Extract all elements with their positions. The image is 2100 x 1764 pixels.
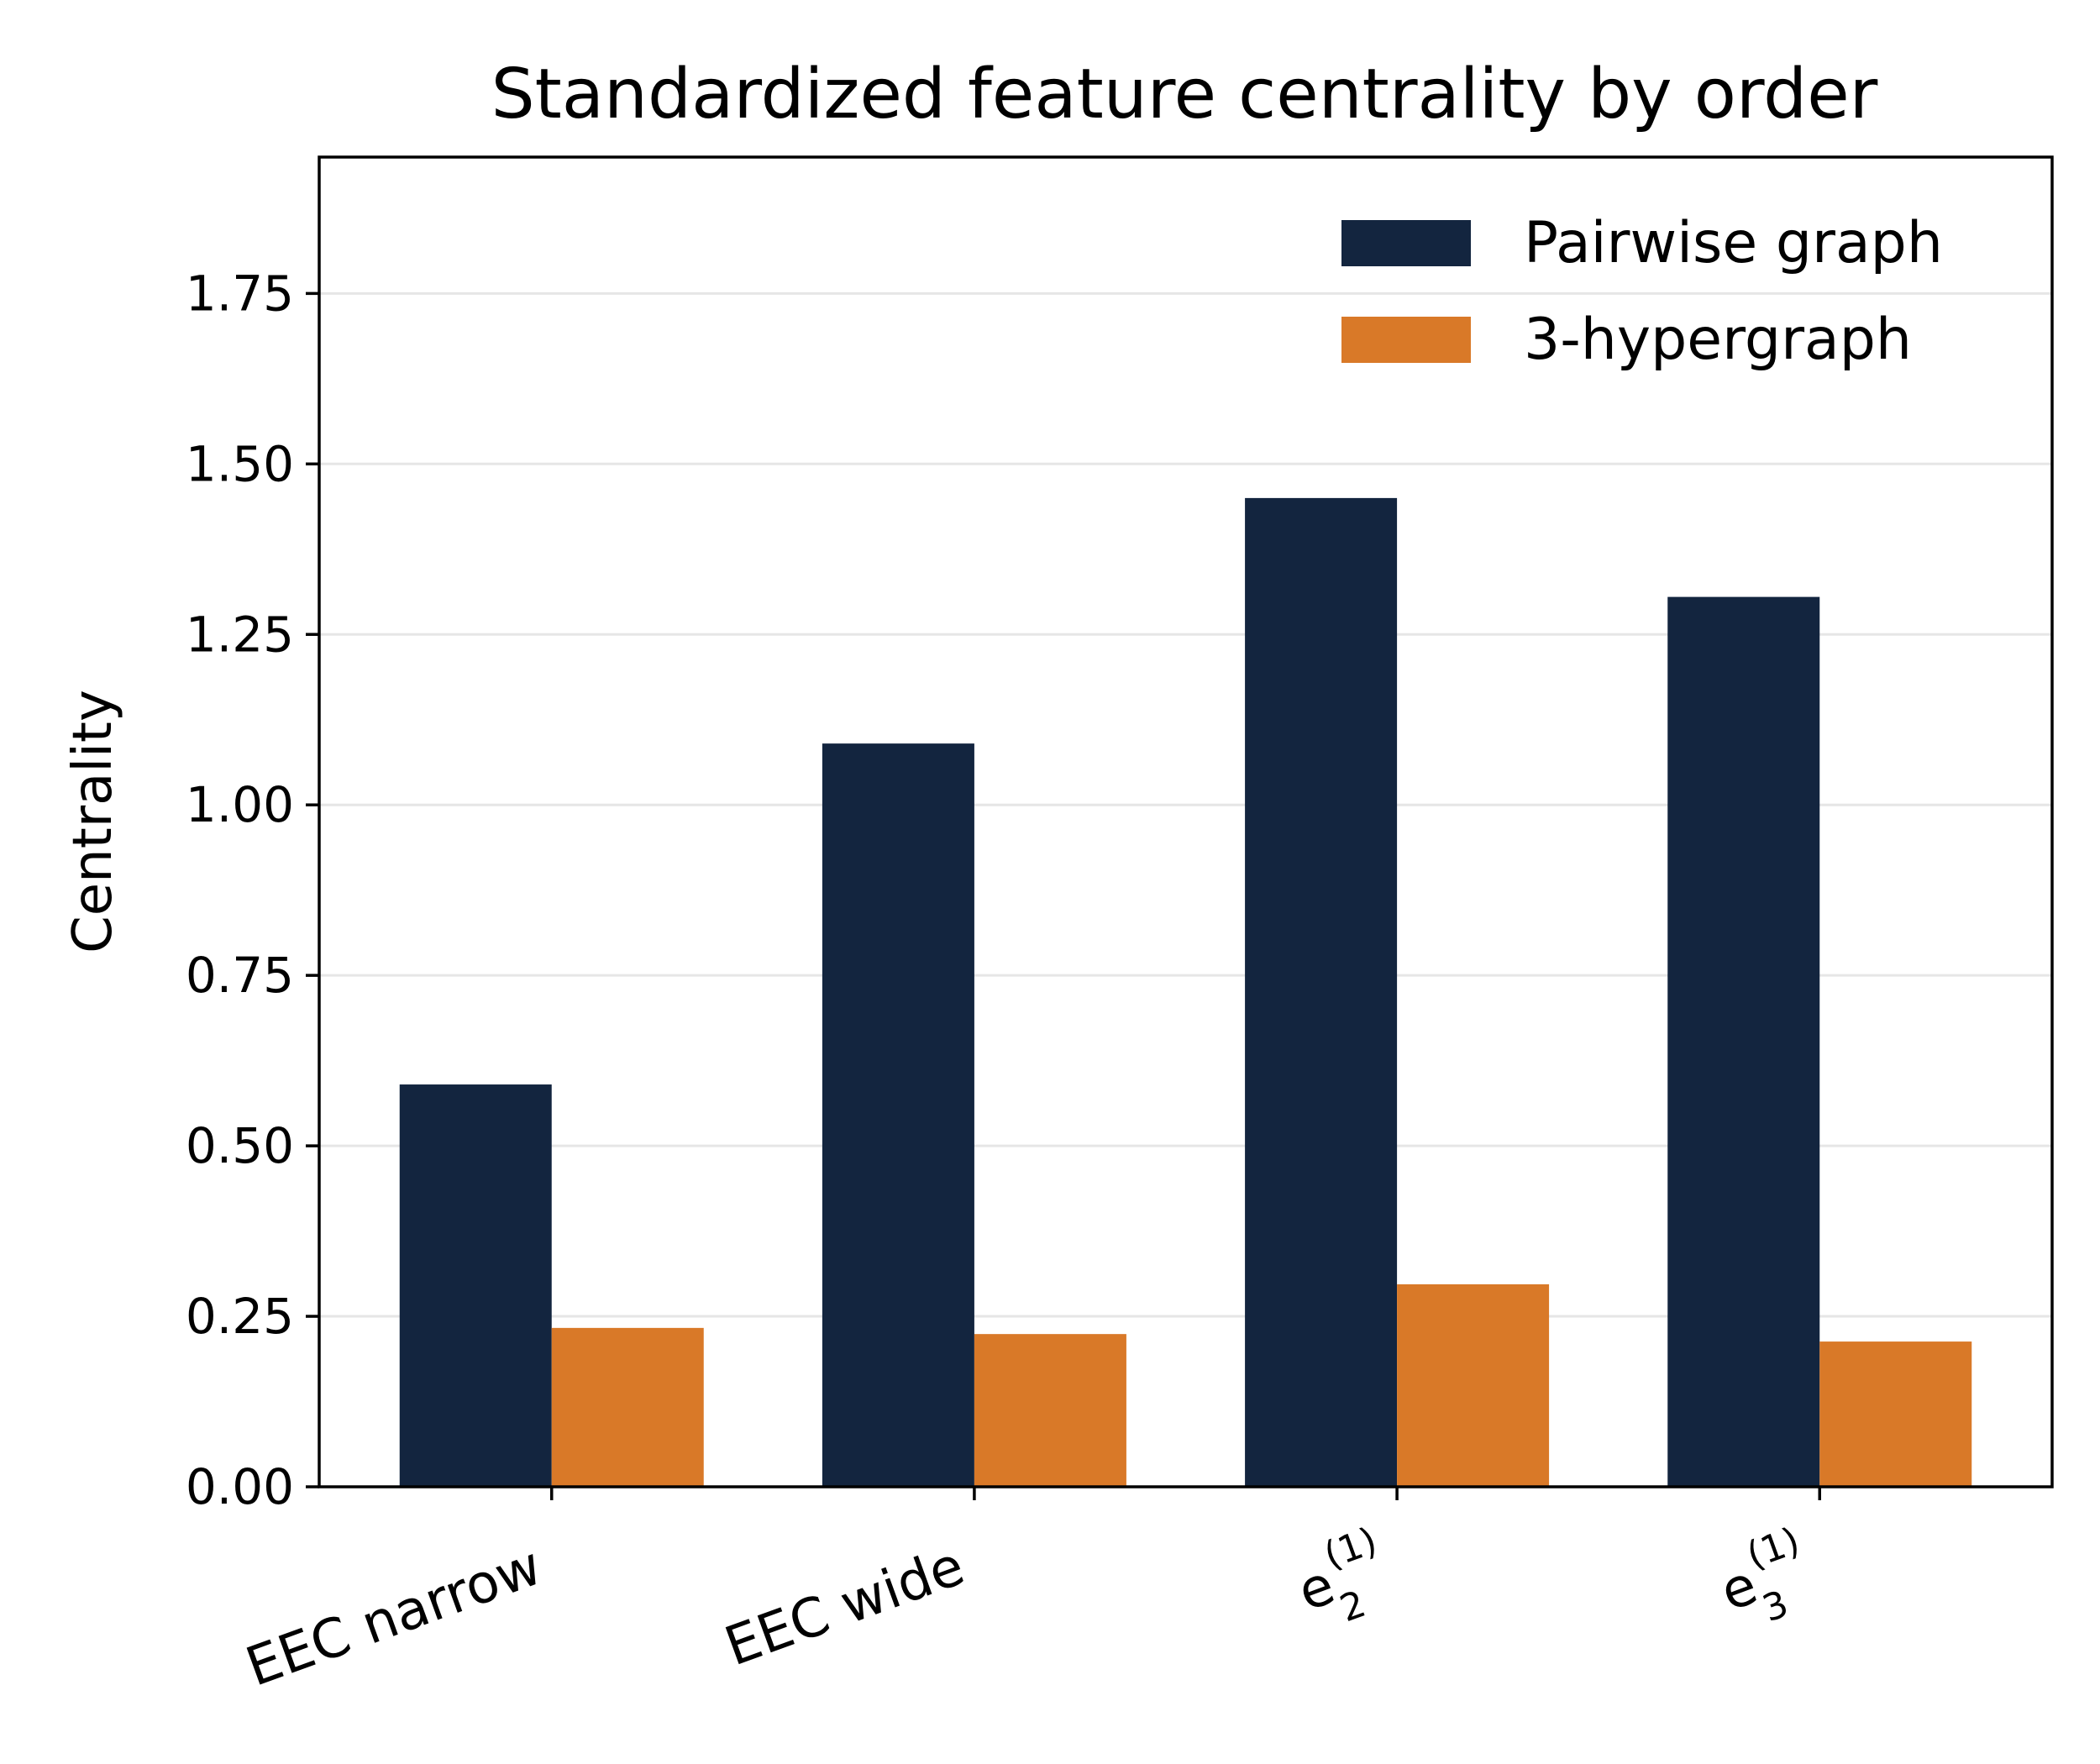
y-axis-label: Centrality [62,690,124,953]
bars [399,497,1972,1487]
y-tick-label: 1.25 [186,606,294,663]
x-tick-label-subscript: 2 [1335,1583,1372,1631]
x-tick-label: e2(1) [1284,1520,1401,1642]
x-tick-label: EEC wide [717,1535,972,1678]
legend-label: Pairwise graph [1524,210,1943,276]
y-tick-label: 0.00 [186,1458,294,1515]
grid-lines [319,291,2052,1318]
x-tick-label-superscript: (1) [1741,1520,1805,1578]
y-tick-label: 1.00 [186,776,294,833]
x-tick-label-subscript: 3 [1757,1583,1794,1631]
bar-pairwise [1667,596,1820,1487]
bar-hypergraph [1819,1341,1972,1487]
chart-title: Standardized feature centrality by order [491,55,1878,134]
legend-swatch [1341,317,1471,363]
legend-swatch [1341,220,1471,266]
y-tick-label: 0.50 [186,1117,294,1174]
y-axis: 0.00 0.25 0.50 0.75 1.00 1.25 1.50 1.75 [186,265,319,1515]
bar-hypergraph [974,1334,1126,1487]
bar-pairwise [1245,497,1398,1487]
bar-pairwise [822,743,974,1487]
y-tick-label: 1.50 [186,435,294,492]
legend: Pairwise graph 3-hypergraph [1341,210,1943,373]
x-tick-label-superscript: (1) [1319,1520,1383,1578]
bar-hypergraph [551,1327,704,1487]
legend-label: 3-hypergraph [1524,307,1912,373]
y-tick-label: 1.75 [186,265,294,322]
x-tick-label-base: EEC wide [717,1535,972,1678]
x-tick-label: EEC narrow [239,1535,549,1698]
plot-frame [318,155,2054,1488]
x-axis: EEC narrow EEC wide e2(1) e3(1) [239,1487,1824,1699]
bar-pairwise [399,1084,552,1487]
x-tick-label-base: EEC narrow [239,1535,549,1698]
y-tick-label: 0.75 [186,947,294,1004]
x-tick-label: e3(1) [1707,1520,1824,1642]
bar-hypergraph [1397,1284,1550,1487]
y-tick-label: 0.25 [186,1288,294,1345]
